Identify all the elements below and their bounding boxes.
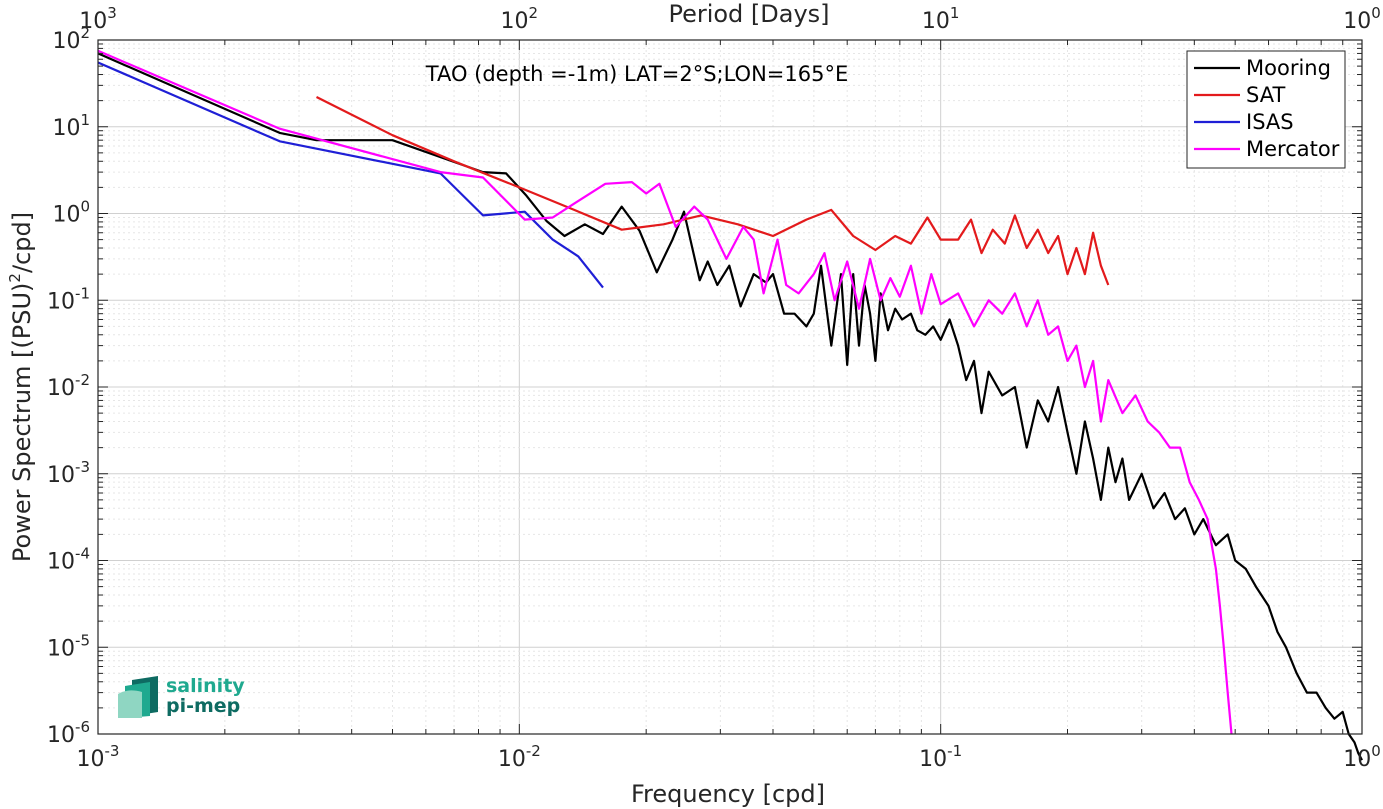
x2-tick-label-exp: 3 xyxy=(107,4,117,22)
x-tick-label: 10-3 xyxy=(77,742,120,772)
x-tick-label-exp: -2 xyxy=(526,742,541,760)
x2-tick-label-base: 10 xyxy=(1343,9,1371,34)
y-axis-label-sup: 2 xyxy=(6,273,24,283)
legend-label-isas: ISAS xyxy=(1246,110,1294,134)
x-tick-label-base: 10 xyxy=(77,747,105,772)
y-tick-label-exp: 1 xyxy=(80,111,90,129)
series-line-mercator xyxy=(97,49,1233,735)
y-axis-label: Power Spectrum [(PSU)2/cpd] xyxy=(6,212,36,562)
y-axis-label-tail: /cpd] xyxy=(8,212,36,273)
x2-tick-label-base: 10 xyxy=(501,9,529,34)
y-tick-label: 102 xyxy=(52,24,90,54)
y-tick-label: 10-5 xyxy=(47,631,90,661)
y-tick-label-exp: 2 xyxy=(80,24,90,42)
legend-label-sat: SAT xyxy=(1246,83,1285,107)
legend: Mooring SAT ISAS Mercator xyxy=(1186,50,1346,169)
y-tick-label-exp: 0 xyxy=(80,198,90,216)
x-tick-label: 10-2 xyxy=(498,742,541,772)
y-tick-label: 10-6 xyxy=(47,718,90,748)
x-tick-label-exp: -3 xyxy=(105,742,120,760)
x-tick-label-exp: -1 xyxy=(947,742,962,760)
x-tick-label-base: 10 xyxy=(498,747,526,772)
y-tick-label-base: 10 xyxy=(47,723,75,748)
logo-text-line1: salinity xyxy=(166,675,245,697)
legend-label-mooring: Mooring xyxy=(1246,56,1331,80)
y-tick-label-base: 10 xyxy=(52,203,80,228)
x2-tick-label: 102 xyxy=(501,4,539,34)
x-tick-label: 100 xyxy=(1343,742,1381,772)
y-tick-label-exp: -3 xyxy=(75,458,90,476)
x2-tick-label: 103 xyxy=(79,4,117,34)
y-tick-label-base: 10 xyxy=(52,29,80,54)
y-tick-label-base: 10 xyxy=(47,463,75,488)
x-tick-label-base: 10 xyxy=(1343,747,1371,772)
y-tick-label-exp: -6 xyxy=(75,718,90,736)
chart-title: TAO (depth =-1m) LAT=2°S;LON=165°E xyxy=(425,62,849,86)
y-tick-label: 100 xyxy=(52,198,90,228)
y-tick-label-exp: -2 xyxy=(75,371,90,389)
series-line-sat xyxy=(316,96,1110,286)
grid-layer xyxy=(97,40,1362,735)
x2-tick-label-base: 10 xyxy=(922,9,950,34)
x2-tick-label-exp: 0 xyxy=(1371,4,1381,22)
x2-axis-label: Period [Days] xyxy=(668,0,829,28)
x-tick-label-base: 10 xyxy=(919,747,947,772)
y-tick-label: 101 xyxy=(52,111,90,141)
y-tick-label-base: 10 xyxy=(52,116,80,141)
x-axis-label: Frequency [cpd] xyxy=(631,780,825,808)
logo-wave-front xyxy=(118,690,142,718)
x2-tick-label-exp: 2 xyxy=(529,4,539,22)
x2-tick-label: 101 xyxy=(922,4,960,34)
logo-text-line2: pi-mep xyxy=(166,695,240,717)
y-tick-label: 10-4 xyxy=(47,545,90,575)
y-tick-label-base: 10 xyxy=(47,636,75,661)
y-tick-label-base: 10 xyxy=(47,289,75,314)
y-tick-label: 10-2 xyxy=(47,371,90,401)
legend-items: Mooring SAT ISAS Mercator xyxy=(1194,56,1340,161)
x2-tick-label: 100 xyxy=(1343,4,1381,34)
series-layer xyxy=(97,49,1363,761)
y-tick-label-exp: -4 xyxy=(75,545,90,563)
y-tick-label-exp: -1 xyxy=(75,284,90,302)
series-line-isas xyxy=(97,61,604,289)
x2-tick-label-base: 10 xyxy=(79,9,107,34)
x2-tick-label-exp: 1 xyxy=(950,4,960,22)
y-tick-label-base: 10 xyxy=(47,376,75,401)
y-tick-label: 10-1 xyxy=(47,284,90,314)
y-tick-label-exp: -5 xyxy=(75,631,90,649)
y-tick-label: 10-3 xyxy=(47,458,90,488)
legend-label-mercator: Mercator xyxy=(1246,137,1340,161)
salinity-pi-mep-logo: salinity pi-mep xyxy=(118,675,245,718)
x-tick-label: 10-1 xyxy=(919,742,962,772)
y-tick-label-base: 10 xyxy=(47,550,75,575)
x-tick-label-exp: 0 xyxy=(1371,742,1381,760)
series-line-mooring xyxy=(97,52,1363,761)
y-axis-label-main: Power Spectrum [(PSU) xyxy=(8,283,36,562)
